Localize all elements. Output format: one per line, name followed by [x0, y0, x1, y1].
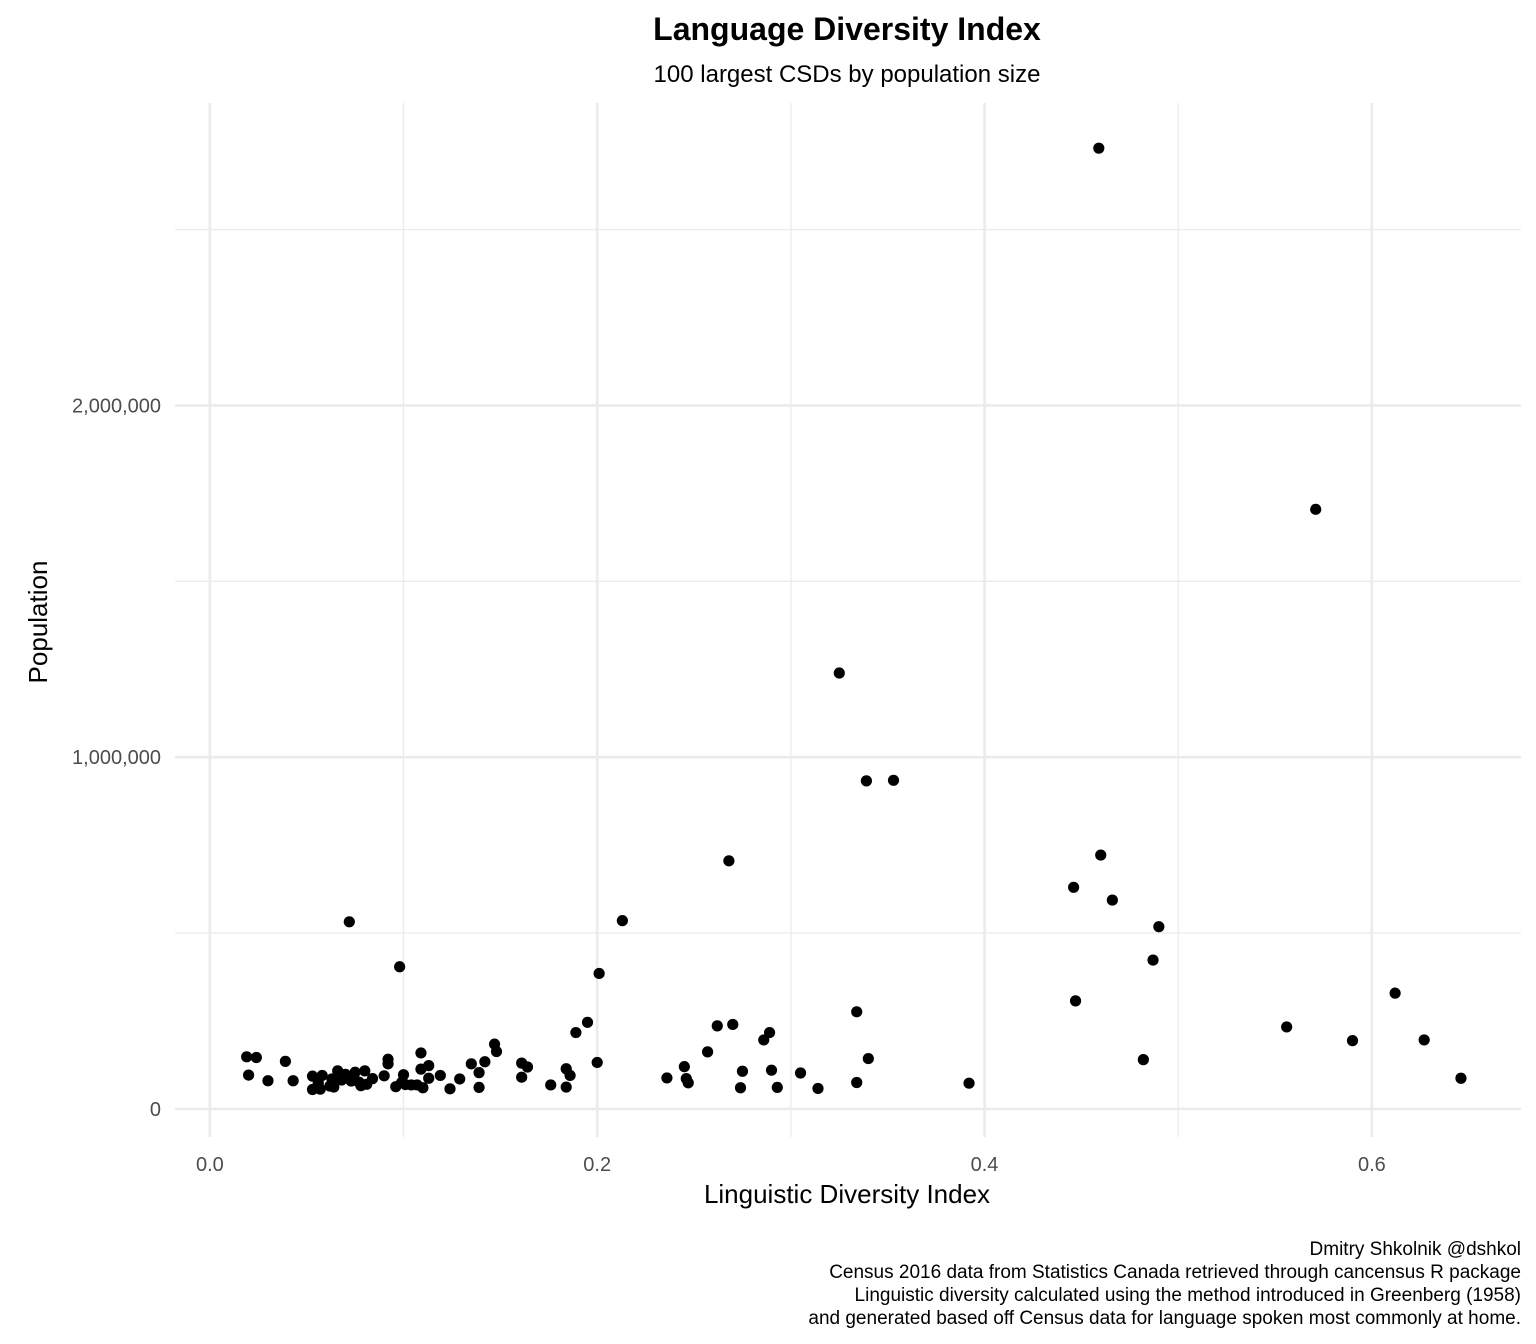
data-point: [355, 1080, 367, 1092]
data-point: [415, 1063, 427, 1075]
data-point: [678, 1061, 690, 1073]
data-point: [1095, 849, 1107, 861]
data-point: [1346, 1035, 1359, 1047]
data-point: [1389, 987, 1401, 999]
data-point: [479, 1056, 491, 1068]
data-point: [564, 1069, 576, 1082]
data-point: [851, 1006, 863, 1018]
data-point: [758, 1034, 770, 1046]
x-tick-label: 0.6: [1358, 1154, 1386, 1176]
data-point: [1069, 995, 1082, 1007]
data-point: [771, 1081, 783, 1094]
data-point: [1147, 954, 1159, 966]
data-point: [581, 1016, 594, 1028]
data-point: [736, 1065, 749, 1077]
data-point: [723, 855, 735, 867]
data-point: [1455, 1072, 1467, 1084]
caption: Dmitry Shkolnik @dshkol Census 2016 data…: [808, 1239, 1521, 1329]
data-point: [727, 1018, 739, 1031]
data-point: [521, 1061, 534, 1073]
caption-line: Linguistic diversity calculated using th…: [855, 1285, 1521, 1306]
data-point: [473, 1081, 485, 1094]
x-tick-label: 0.2: [583, 1154, 611, 1176]
data-point: [570, 1026, 582, 1039]
data-point: [279, 1055, 291, 1067]
data-point: [378, 1070, 390, 1082]
data-point: [682, 1077, 694, 1089]
data-point: [734, 1082, 747, 1094]
data-point: [593, 967, 605, 980]
x-axis-title: Linguistic Diversity Index: [704, 1179, 990, 1209]
data-point: [306, 1083, 319, 1096]
data-point: [415, 1047, 427, 1059]
data-point: [1310, 503, 1322, 515]
caption-line: Dmitry Shkolnik @dshkol: [1310, 1239, 1521, 1260]
data-point: [711, 1020, 723, 1032]
data-point: [335, 1074, 348, 1086]
data-point: [1068, 881, 1080, 893]
data-point: [765, 1064, 778, 1076]
data-point: [860, 775, 872, 787]
data-point: [349, 1066, 361, 1078]
data-point: [1418, 1034, 1430, 1046]
y-tick-label: 0: [150, 1099, 161, 1121]
data-point: [417, 1082, 429, 1094]
data-point: [242, 1069, 255, 1081]
data-point: [444, 1083, 456, 1095]
data-point: [423, 1072, 435, 1084]
data-point: [241, 1051, 253, 1063]
data-point: [473, 1067, 485, 1079]
data-point: [382, 1058, 394, 1070]
data-point: [1153, 921, 1165, 933]
data-point: [454, 1073, 466, 1085]
data-point: [262, 1075, 274, 1087]
data-point: [963, 1077, 975, 1089]
data-points: [241, 142, 1467, 1096]
data-point: [833, 667, 845, 679]
data-point: [591, 1056, 603, 1069]
data-point: [1281, 1021, 1293, 1033]
data-point: [465, 1058, 477, 1070]
data-point: [887, 774, 900, 786]
data-point: [390, 1081, 402, 1093]
y-tick-label: 2,000,000: [72, 395, 161, 417]
y-axis-title: Population: [23, 561, 53, 684]
data-point: [851, 1076, 863, 1089]
data-point: [1106, 894, 1118, 906]
data-point: [545, 1079, 557, 1091]
data-point: [560, 1081, 572, 1093]
data-point: [250, 1051, 262, 1064]
data-point: [616, 915, 628, 927]
data-point: [343, 916, 355, 928]
data-point: [1093, 142, 1105, 154]
axis-ticks: 0.0 0.2 0.4 0.6 0 1,000,000 2,000,000: [72, 395, 1386, 1176]
data-point: [862, 1052, 874, 1065]
data-point: [328, 1081, 340, 1093]
caption-line: Census 2016 data from Statistics Canada …: [829, 1262, 1521, 1283]
y-tick-label: 1,000,000: [72, 747, 161, 769]
data-point: [812, 1082, 824, 1095]
chart-subtitle: 100 largest CSDs by population size: [654, 61, 1041, 88]
data-point: [516, 1071, 528, 1083]
x-tick-label: 0.4: [971, 1154, 999, 1176]
data-point: [359, 1065, 371, 1077]
data-point: [661, 1072, 673, 1084]
data-point: [701, 1046, 714, 1058]
data-point: [394, 961, 406, 973]
grid: [175, 103, 1521, 1137]
data-point: [287, 1075, 299, 1087]
data-point: [1137, 1054, 1149, 1066]
data-point: [794, 1067, 807, 1079]
x-tick-label: 0.0: [196, 1154, 224, 1176]
chart-title: Language Diversity Index: [653, 11, 1041, 47]
data-point: [490, 1045, 503, 1058]
caption-line: and generated based off Census data for …: [808, 1308, 1521, 1329]
data-point: [434, 1069, 446, 1082]
